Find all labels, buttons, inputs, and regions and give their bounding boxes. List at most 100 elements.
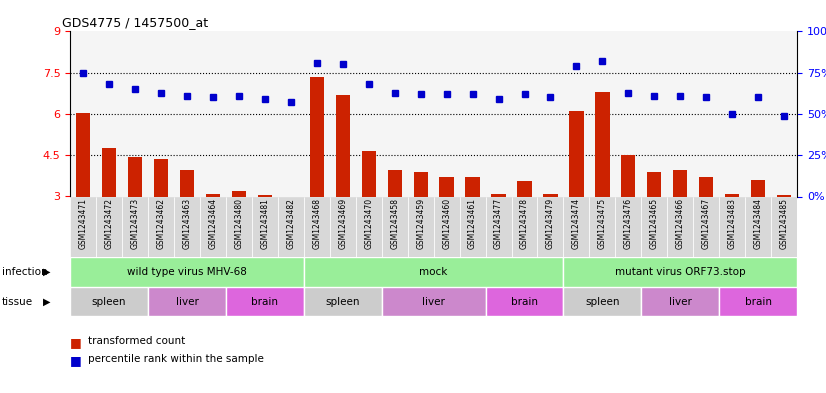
Text: GSM1243482: GSM1243482 [287, 198, 296, 249]
Text: GSM1243484: GSM1243484 [753, 198, 762, 249]
Bar [719, 196, 745, 257]
Text: GSM1243467: GSM1243467 [702, 198, 710, 250]
Bar [745, 196, 771, 257]
Bar [148, 287, 226, 316]
Text: GSM1243481: GSM1243481 [260, 198, 269, 249]
Text: brain: brain [251, 297, 278, 307]
Bar [538, 196, 563, 257]
Bar [751, 180, 765, 196]
Text: liver: liver [669, 297, 691, 307]
Text: GSM1243464: GSM1243464 [208, 198, 217, 250]
Bar [641, 196, 667, 257]
Bar [667, 196, 693, 257]
Bar [382, 287, 486, 316]
Text: ■: ■ [70, 354, 82, 367]
Bar [226, 287, 304, 316]
Bar [128, 156, 142, 196]
Bar [725, 194, 739, 196]
Bar [382, 196, 408, 257]
Bar [673, 171, 687, 196]
Text: GSM1243472: GSM1243472 [105, 198, 114, 249]
Bar [70, 196, 96, 257]
Text: GSM1243478: GSM1243478 [520, 198, 529, 249]
Text: ▶: ▶ [43, 297, 50, 307]
Bar [330, 196, 356, 257]
Bar [304, 196, 330, 257]
Bar [641, 287, 719, 316]
Bar [362, 151, 376, 196]
Text: wild type virus MHV-68: wild type virus MHV-68 [127, 267, 247, 277]
Text: GSM1243477: GSM1243477 [494, 198, 503, 250]
Text: brain: brain [511, 297, 538, 307]
Text: ■: ■ [70, 336, 82, 349]
Text: brain: brain [745, 297, 771, 307]
Text: spleen: spleen [92, 297, 126, 307]
Text: GSM1243465: GSM1243465 [650, 198, 659, 250]
Bar [699, 177, 714, 196]
Bar [517, 182, 532, 196]
Text: GSM1243469: GSM1243469 [339, 198, 347, 250]
Text: GSM1243471: GSM1243471 [78, 198, 88, 249]
Text: GSM1243470: GSM1243470 [364, 198, 373, 250]
Text: GSM1243466: GSM1243466 [676, 198, 685, 250]
Bar [304, 257, 563, 287]
Text: GSM1243460: GSM1243460 [442, 198, 451, 250]
Bar [569, 111, 583, 196]
Bar [544, 194, 558, 196]
Bar [180, 171, 194, 196]
Bar [596, 92, 610, 196]
Text: GSM1243473: GSM1243473 [131, 198, 140, 250]
Bar [76, 113, 90, 196]
Bar [356, 196, 382, 257]
Text: liver: liver [176, 297, 198, 307]
Bar [304, 287, 382, 316]
Bar [434, 196, 459, 257]
Bar [200, 196, 226, 257]
Bar [563, 196, 590, 257]
Text: spleen: spleen [585, 297, 620, 307]
Bar [439, 177, 453, 196]
Bar [387, 171, 401, 196]
Text: liver: liver [422, 297, 445, 307]
Text: mock: mock [420, 267, 448, 277]
Text: GSM1243485: GSM1243485 [780, 198, 789, 249]
Bar [310, 77, 324, 196]
Text: GSM1243468: GSM1243468 [312, 198, 321, 249]
Bar [777, 195, 791, 196]
Text: GSM1243463: GSM1243463 [183, 198, 192, 250]
Bar [252, 196, 278, 257]
Text: GSM1243480: GSM1243480 [235, 198, 244, 249]
Bar [122, 196, 148, 257]
Text: GSM1243462: GSM1243462 [157, 198, 165, 249]
Bar [615, 196, 641, 257]
Bar [486, 287, 563, 316]
Bar [408, 196, 434, 257]
Bar [278, 196, 304, 257]
Bar [621, 155, 635, 196]
Text: GSM1243459: GSM1243459 [416, 198, 425, 250]
Bar [96, 196, 122, 257]
Bar [590, 196, 615, 257]
Text: GSM1243476: GSM1243476 [624, 198, 633, 250]
Bar [226, 196, 252, 257]
Text: percentile rank within the sample: percentile rank within the sample [88, 354, 264, 364]
Bar [719, 287, 797, 316]
Bar [648, 172, 662, 196]
Bar [563, 257, 797, 287]
Bar [258, 195, 272, 196]
Text: transformed count: transformed count [88, 336, 186, 346]
Bar [102, 148, 116, 196]
Bar [465, 177, 480, 196]
Bar [491, 194, 506, 196]
Bar [232, 191, 246, 196]
Text: GDS4775 / 1457500_at: GDS4775 / 1457500_at [62, 16, 208, 29]
Bar [414, 172, 428, 196]
Bar [486, 196, 511, 257]
Text: GSM1243458: GSM1243458 [390, 198, 399, 249]
Text: infection: infection [2, 267, 47, 277]
Bar [70, 257, 304, 287]
Text: GSM1243483: GSM1243483 [728, 198, 737, 249]
Bar [511, 196, 538, 257]
Bar [154, 160, 169, 196]
Bar [148, 196, 174, 257]
